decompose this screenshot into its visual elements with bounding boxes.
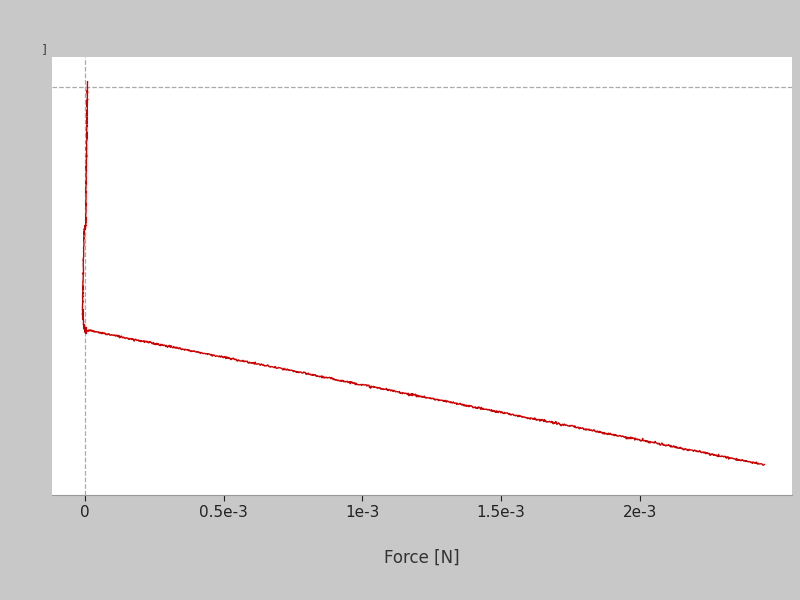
Text: ]: ] bbox=[42, 43, 46, 56]
Text: Force [N]: Force [N] bbox=[384, 549, 460, 567]
